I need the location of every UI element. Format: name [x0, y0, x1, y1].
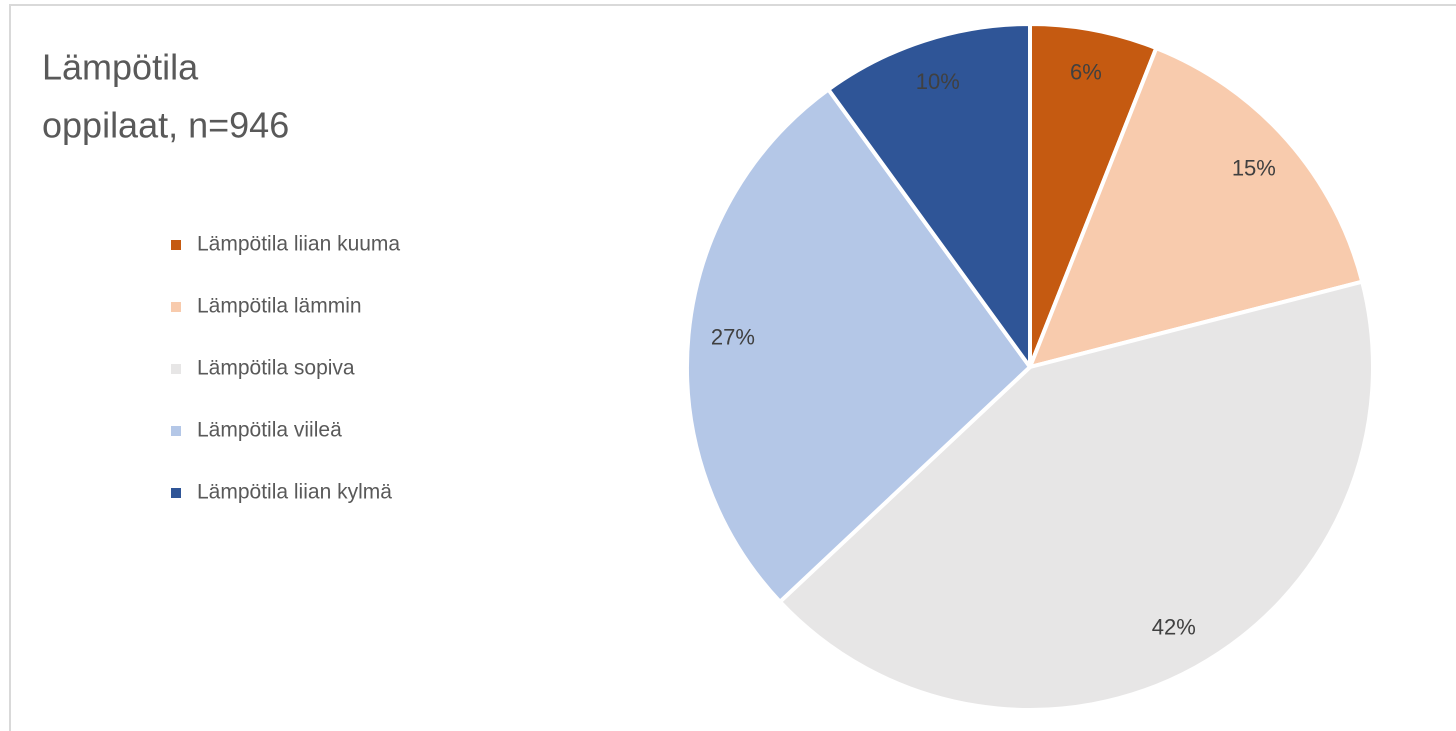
- pie-slice: [685, 87, 1032, 604]
- chart-subtitle: oppilaat, n=946: [42, 105, 289, 146]
- pie-slice: [1028, 46, 1365, 369]
- legend-text: Lämpötila liian kuuma: [197, 233, 400, 256]
- legend-swatch: [171, 488, 181, 498]
- data-label: 42%: [1152, 614, 1196, 639]
- pie-slice: [777, 279, 1375, 712]
- legend-text: Lämpötila viileä: [197, 419, 342, 442]
- pie-slice: [826, 22, 1032, 369]
- pie-slice: [1028, 22, 1159, 369]
- chart-title: Lämpötila: [42, 47, 199, 88]
- legend-swatch: [171, 364, 181, 374]
- legend-swatch: [171, 302, 181, 312]
- legend-text: Lämpötila lämmin: [197, 295, 362, 318]
- data-label: 10%: [916, 69, 960, 94]
- data-label: 15%: [1232, 155, 1276, 180]
- legend-text: Lämpötila liian kylmä: [197, 481, 392, 504]
- data-label: 27%: [711, 325, 755, 350]
- data-label: 6%: [1070, 60, 1102, 85]
- legend-swatch: [171, 426, 181, 436]
- legend-swatch: [171, 240, 181, 250]
- legend-text: Lämpötila sopiva: [197, 357, 355, 380]
